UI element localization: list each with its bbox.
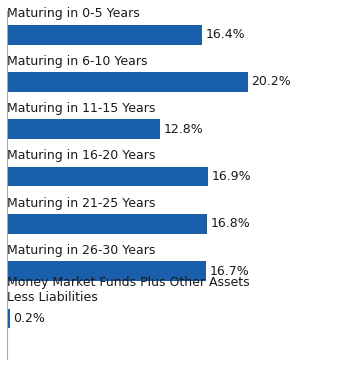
Text: 16.7%: 16.7% [210, 265, 249, 278]
Text: Maturing in 26-30 Years: Maturing in 26-30 Years [7, 244, 156, 257]
Text: 16.9%: 16.9% [212, 170, 252, 183]
Text: Maturing in 0-5 Years: Maturing in 0-5 Years [7, 7, 140, 20]
Bar [7, 25, 202, 45]
Bar [7, 119, 159, 139]
Bar [7, 167, 208, 187]
Text: Maturing in 6-10 Years: Maturing in 6-10 Years [7, 55, 148, 68]
Bar [7, 72, 248, 92]
Text: 16.4%: 16.4% [206, 28, 246, 41]
Text: Maturing in 11-15 Years: Maturing in 11-15 Years [7, 102, 156, 115]
Text: 0.2%: 0.2% [13, 312, 45, 325]
Text: 16.8%: 16.8% [211, 217, 251, 230]
Bar [7, 261, 206, 281]
Bar [7, 214, 207, 234]
Bar [7, 309, 10, 328]
Text: Maturing in 16-20 Years: Maturing in 16-20 Years [7, 149, 156, 163]
Text: Money Market Funds Plus Other Assets
Less Liabilities: Money Market Funds Plus Other Assets Les… [7, 276, 250, 304]
Text: Maturing in 21-25 Years: Maturing in 21-25 Years [7, 197, 156, 210]
Text: 20.2%: 20.2% [251, 75, 291, 89]
Text: 12.8%: 12.8% [163, 123, 203, 136]
